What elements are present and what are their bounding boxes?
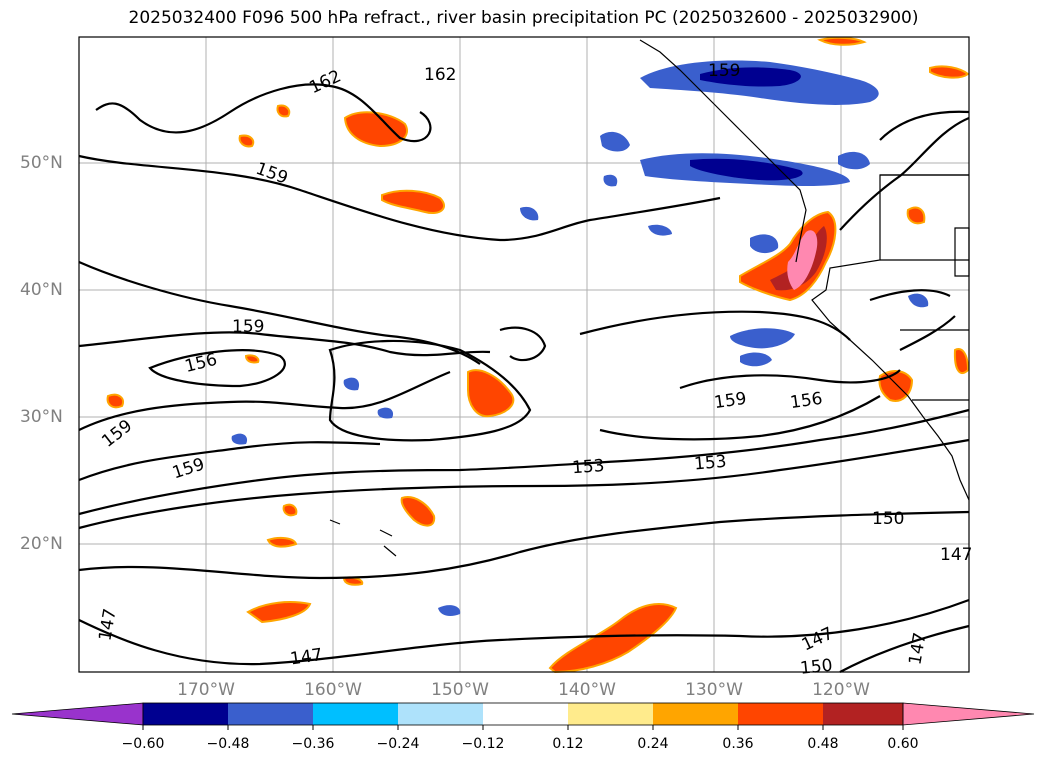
colorbar-extend-high (902, 702, 1035, 726)
refractivity-contours (78, 83, 970, 673)
colorbar-swatch (738, 703, 823, 725)
precip-positive-region (467, 369, 515, 418)
colorbar-tick-label: 0.24 (637, 736, 669, 752)
colorbar-tick-label: 0.36 (722, 736, 754, 752)
precip-negative-region (600, 131, 630, 152)
contour-label: 147 (940, 545, 972, 565)
colorbar-swatch (228, 703, 313, 725)
precip-positive-region (343, 111, 408, 148)
colorbar-swatch (483, 703, 568, 725)
contour-label: 153 (693, 452, 727, 475)
precip-positive-region (276, 104, 291, 118)
colorbar-tick-label: 0.12 (552, 736, 584, 752)
colorbar-tick-label: −0.48 (206, 736, 250, 752)
precip-positive-region (244, 354, 260, 364)
precip-negative-region (730, 328, 795, 349)
contour-label: 150 (799, 656, 833, 679)
colorbar-swatch (143, 703, 228, 725)
lon-label: 120°W (812, 680, 870, 700)
lat-label: 20°N (20, 534, 63, 554)
precip-positive-region (929, 65, 970, 79)
contour-label: 150 (872, 509, 904, 529)
colorbar-swatch (653, 703, 738, 725)
map-border (78, 36, 970, 673)
colorbar (11, 702, 1035, 730)
colorbar-tick-label: −0.12 (461, 736, 505, 752)
precip-negative-region (648, 224, 672, 236)
precip-positive-region (953, 348, 970, 375)
colorbar-swatch (313, 703, 398, 725)
precip-positive-region (266, 536, 298, 548)
contour-label: 159 (232, 317, 264, 337)
precip-negative-region (377, 407, 394, 419)
colorbar-tick-label: −0.36 (291, 736, 335, 752)
colorbar-tick-label: −0.60 (121, 736, 165, 752)
colorbar-tick-label: 0.60 (887, 736, 919, 752)
precip-shading (106, 36, 970, 674)
precip-negative-region (690, 158, 803, 181)
precip-positive-region (238, 134, 255, 148)
colorbar-tick-label: −0.24 (376, 736, 420, 752)
colorbar-swatch (823, 703, 908, 725)
precip-negative-region (908, 293, 929, 308)
precip-negative-region (438, 605, 461, 616)
lon-label: 130°W (685, 680, 743, 700)
lon-label: 170°W (177, 680, 235, 700)
contour-label: 159 (713, 389, 748, 413)
contour-label: 162 (424, 65, 456, 85)
precip-negative-region (838, 151, 870, 170)
lon-label: 140°W (558, 680, 616, 700)
colorbar-swatch (568, 703, 653, 725)
precip-negative-region (700, 67, 801, 87)
colorbar-extend-low (11, 702, 144, 726)
precip-negative-region (520, 206, 539, 221)
lat-label: 50°N (20, 153, 63, 173)
map-title: 2025032400 F096 500 hPa refract., river … (128, 8, 919, 28)
precip-positive-region (282, 503, 298, 517)
contour-label: 153 (571, 456, 605, 478)
contour-label: 159 (708, 61, 740, 81)
precip-negative-region (603, 174, 618, 187)
lon-label: 160°W (304, 680, 362, 700)
lon-label: 150°W (431, 680, 489, 700)
colorbar-swatch (398, 703, 483, 725)
lat-label: 30°N (20, 407, 63, 427)
precip-negative-region (750, 234, 779, 254)
lat-label: 40°N (20, 280, 63, 300)
colorbar-tick-label: 0.48 (807, 736, 839, 752)
precip-positive-region (381, 189, 445, 214)
contour-label: 156 (789, 389, 824, 413)
precip-positive-region (906, 206, 926, 225)
precip-negative-region (740, 352, 772, 367)
map-panel: 162 162 159 159 159 159 159 159 156 156 … (78, 36, 972, 679)
precip-negative-region (343, 377, 360, 391)
precip-positive-region (400, 496, 436, 527)
graticule (79, 37, 969, 672)
contour-label: 147 (289, 645, 324, 669)
precip-positive-region (106, 393, 124, 409)
precip-positive-region (817, 36, 867, 46)
precip-positive-region (787, 230, 818, 290)
precip-negative-region (231, 433, 248, 445)
precip-positive-region (246, 601, 312, 624)
